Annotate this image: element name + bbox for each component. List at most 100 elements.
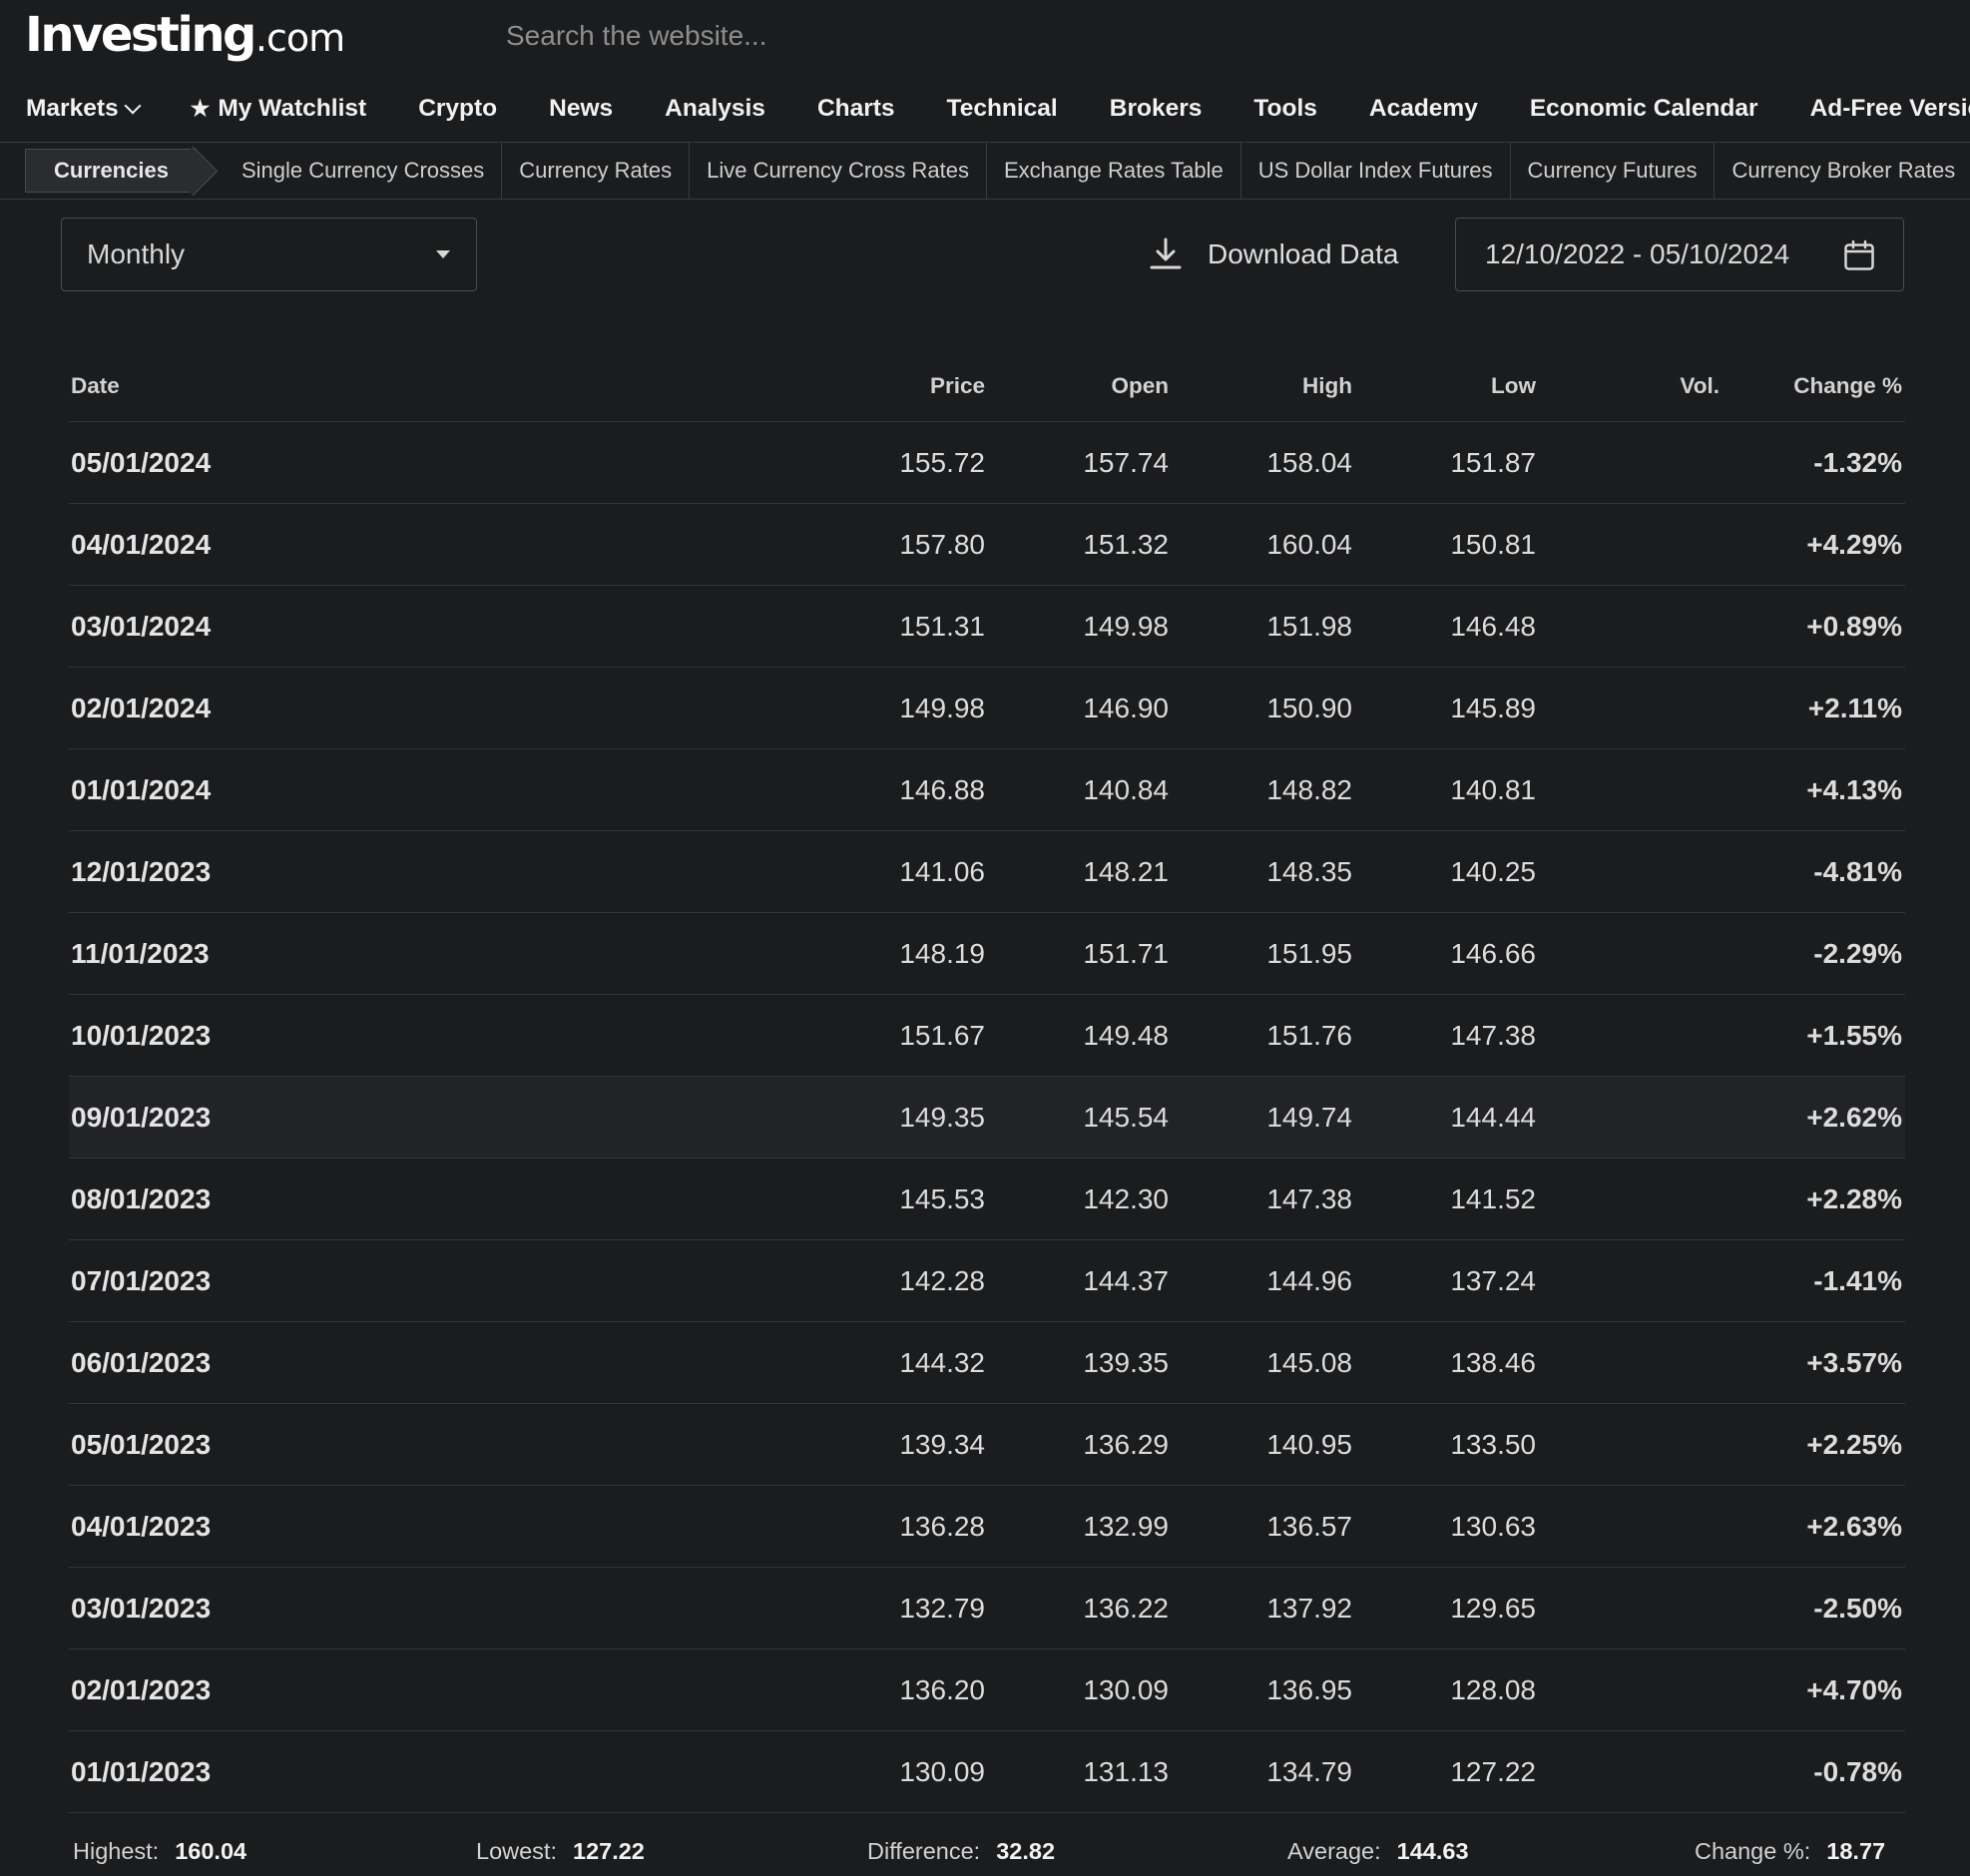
cell-price: 136.28 xyxy=(468,1485,985,1568)
summary-highest-value: 160.04 xyxy=(175,1838,247,1864)
cell-low: 128.08 xyxy=(1352,1648,1536,1731)
subnav-exchange-rates-table[interactable]: Exchange Rates Table xyxy=(987,143,1241,199)
cell-price: 155.72 xyxy=(468,421,985,504)
cell-volume xyxy=(1536,1076,1720,1159)
cell-date: 01/01/2024 xyxy=(69,748,468,831)
cell-open: 136.29 xyxy=(985,1403,1169,1486)
header-volume[interactable]: Vol. xyxy=(1536,350,1720,422)
interval-dropdown[interactable]: Monthly xyxy=(61,218,477,291)
nav-brokers[interactable]: Brokers xyxy=(1109,95,1203,122)
cell-high: 151.95 xyxy=(1169,912,1352,995)
cell-low: 140.81 xyxy=(1352,748,1536,831)
cell-low: 146.66 xyxy=(1352,912,1536,995)
cell-open: 145.54 xyxy=(985,1076,1169,1159)
summary-difference-label: Difference: xyxy=(867,1838,981,1864)
subnav-currency-futures[interactable]: Currency Futures xyxy=(1511,143,1716,199)
cell-high: 148.82 xyxy=(1169,748,1352,831)
cell-volume xyxy=(1536,994,1720,1077)
nav-charts[interactable]: Charts xyxy=(816,95,895,122)
subnav-currency-broker-rates[interactable]: Currency Broker Rates xyxy=(1715,143,1970,199)
subnav-live-currency-cross-rates[interactable]: Live Currency Cross Rates xyxy=(690,143,987,199)
cell-date: 12/01/2023 xyxy=(69,830,468,913)
header-date[interactable]: Date xyxy=(69,350,468,422)
nav-tools[interactable]: Tools xyxy=(1253,95,1317,122)
cell-price: 141.06 xyxy=(468,830,985,913)
cell-volume xyxy=(1536,503,1720,586)
cell-date: 02/01/2023 xyxy=(69,1648,468,1731)
cell-change: -4.81% xyxy=(1720,830,1905,913)
table-header-row: Date Price Open High Low Vol. Change % xyxy=(69,350,1905,422)
table-row: 03/01/2023 132.79 136.22 137.92 129.65 -2.50% xyxy=(69,1567,1905,1649)
historical-data-table: Date Price Open High Low Vol. Change % 0… xyxy=(69,350,1905,1813)
cell-price: 130.09 xyxy=(468,1730,985,1813)
cell-high: 160.04 xyxy=(1169,503,1352,586)
cell-date: 08/01/2023 xyxy=(69,1158,468,1240)
cell-low: 144.44 xyxy=(1352,1076,1536,1159)
cell-change: -2.29% xyxy=(1720,912,1905,995)
cell-change: +4.70% xyxy=(1720,1648,1905,1731)
cell-price: 142.28 xyxy=(468,1239,985,1322)
cell-date: 09/01/2023 xyxy=(69,1076,468,1159)
download-data-button[interactable]: Download Data xyxy=(1148,222,1398,287)
subnav-single-currency-crosses[interactable]: Single Currency Crosses xyxy=(225,143,503,199)
cell-volume xyxy=(1536,1567,1720,1649)
cell-volume xyxy=(1536,1239,1720,1322)
cell-open: 149.98 xyxy=(985,585,1169,668)
nav-technical[interactable]: Technical xyxy=(946,95,1058,122)
nav-my-watchlist[interactable]: ★ My Watchlist xyxy=(191,95,367,123)
subnav-us-dollar-index-futures[interactable]: US Dollar Index Futures xyxy=(1241,143,1511,199)
cell-low: 138.46 xyxy=(1352,1321,1536,1404)
cell-open: 130.09 xyxy=(985,1648,1169,1731)
cell-date: 04/01/2024 xyxy=(69,503,468,586)
subnav-currencies[interactable]: Currencies xyxy=(25,149,197,193)
cell-price: 151.67 xyxy=(468,994,985,1077)
cell-high: 144.96 xyxy=(1169,1239,1352,1322)
top-bar: Investing .com xyxy=(0,0,1970,70)
summary-difference-value: 32.82 xyxy=(996,1838,1056,1864)
summary-average-value: 144.63 xyxy=(1396,1838,1469,1864)
cell-high: 151.98 xyxy=(1169,585,1352,668)
summary-bar: Highest: 160.04 Lowest: 127.22 Difference:… xyxy=(0,1832,1970,1872)
cell-open: 149.48 xyxy=(985,994,1169,1077)
cell-change: +2.25% xyxy=(1720,1403,1905,1486)
header-change-percent[interactable]: Change % xyxy=(1720,350,1905,422)
investing-logo[interactable]: Investing .com xyxy=(25,4,345,66)
cell-high: 150.90 xyxy=(1169,667,1352,749)
nav-markets[interactable]: Markets xyxy=(26,95,142,123)
cell-high: 145.08 xyxy=(1169,1321,1352,1404)
cell-open: 151.71 xyxy=(985,912,1169,995)
cell-volume xyxy=(1536,1485,1720,1568)
cell-low: 151.87 xyxy=(1352,421,1536,504)
interval-value: Monthly xyxy=(87,238,186,269)
nav-economic-calendar[interactable]: Economic Calendar xyxy=(1529,95,1758,122)
header-price[interactable]: Price xyxy=(468,350,985,422)
summary-average-label: Average: xyxy=(1287,1838,1381,1864)
header-low[interactable]: Low xyxy=(1352,350,1536,422)
date-range-picker[interactable]: 12/10/2022 - 05/10/2024 xyxy=(1455,218,1904,291)
cell-low: 141.52 xyxy=(1352,1158,1536,1240)
cell-high: 151.76 xyxy=(1169,994,1352,1077)
cell-change: +4.13% xyxy=(1720,748,1905,831)
nav-ad-free-version[interactable]: Ad-Free Version xyxy=(1809,95,1970,122)
table-row: 07/01/2023 142.28 144.37 144.96 137.24 -1.41% xyxy=(69,1239,1905,1322)
cell-low: 129.65 xyxy=(1352,1567,1536,1649)
cell-high: 140.95 xyxy=(1169,1403,1352,1486)
cell-price: 151.31 xyxy=(468,585,985,668)
header-high[interactable]: High xyxy=(1169,350,1352,422)
nav-academy[interactable]: Academy xyxy=(1368,95,1478,122)
nav-news[interactable]: News xyxy=(549,95,614,122)
cell-change: +2.62% xyxy=(1720,1076,1905,1159)
subnav-currencies-label: Currencies xyxy=(54,158,169,183)
search-input[interactable] xyxy=(504,10,1406,62)
sub-nav: Currencies Single Currency Crosses Curre… xyxy=(0,142,1970,200)
cell-volume xyxy=(1536,421,1720,504)
subnav-currency-rates[interactable]: Currency Rates xyxy=(502,143,691,199)
summary-change-label: Change %: xyxy=(1695,1838,1811,1864)
cell-change: -0.78% xyxy=(1720,1730,1905,1813)
table-row: 04/01/2023 136.28 132.99 136.57 130.63 +2.63% xyxy=(69,1485,1905,1568)
nav-crypto[interactable]: Crypto xyxy=(418,95,498,122)
cell-change: +2.63% xyxy=(1720,1485,1905,1568)
nav-analysis[interactable]: Analysis xyxy=(665,95,765,122)
main-nav: Markets ★ My Watchlist Crypto News Analy… xyxy=(0,78,1970,140)
header-open[interactable]: Open xyxy=(985,350,1169,422)
